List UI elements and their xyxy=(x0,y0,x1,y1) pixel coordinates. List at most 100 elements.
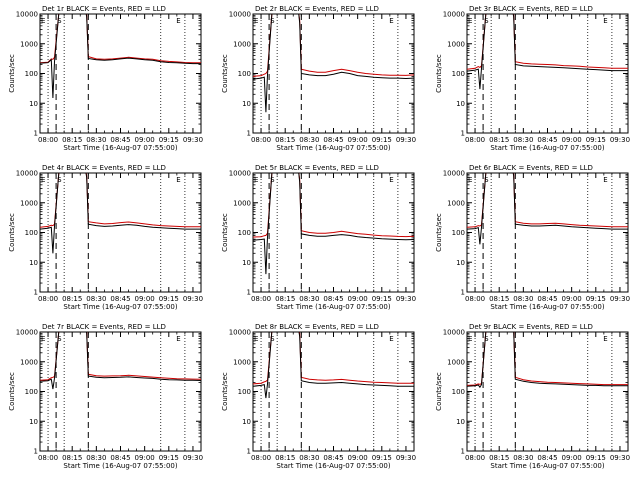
panel-1: Det 1r BLACK = Events, RED = LLD 1 10 100 10… xyxy=(8,5,203,152)
y-tick-label: 100 xyxy=(238,388,251,396)
x-tick-label: 08:00 xyxy=(251,295,271,303)
x-axis-label: Start Time (16-Aug-07 07:55:00) xyxy=(276,303,390,311)
y-axis-label: Counts/sec xyxy=(8,372,16,411)
x-tick-label: 08:45 xyxy=(323,454,343,462)
series-events-line xyxy=(253,14,414,113)
event-marker-e: E xyxy=(603,176,607,184)
event-marker-s: S xyxy=(270,17,275,25)
event-marker-e: E xyxy=(254,335,258,343)
y-tick-label: 1 xyxy=(461,289,465,297)
x-tick-label: 09:15 xyxy=(372,295,392,303)
x-tick-label: 08:00 xyxy=(38,295,58,303)
y-tick-label: 1000 xyxy=(447,358,465,366)
event-marker-e: E xyxy=(254,17,258,25)
x-tick-label: 08:30 xyxy=(86,295,106,303)
x-tick-label: 08:00 xyxy=(38,454,58,462)
event-marker-s: S xyxy=(57,176,62,184)
panel-title: Det 6r BLACK = Events, RED = LLD xyxy=(469,164,593,172)
x-tick-label: 08:30 xyxy=(513,136,533,144)
y-axis-label: Counts/sec xyxy=(435,54,443,93)
y-axis-label: Counts/sec xyxy=(435,372,443,411)
x-tick-label: 09:00 xyxy=(135,295,155,303)
y-tick-label: 100 xyxy=(452,70,465,78)
event-marker-e: E xyxy=(176,176,180,184)
y-axis-label: Counts/sec xyxy=(221,372,229,411)
y-tick-label: 1 xyxy=(247,448,251,456)
x-axis-label: Start Time (16-Aug-07 07:55:00) xyxy=(63,144,177,152)
y-tick-label: 10 xyxy=(29,100,38,108)
x-axis-label: Start Time (16-Aug-07 07:55:00) xyxy=(63,462,177,470)
y-tick-label: 1 xyxy=(34,448,38,456)
plot-frame xyxy=(39,13,202,134)
y-tick-label: 1 xyxy=(34,289,38,297)
y-axis-label: Counts/sec xyxy=(221,54,229,93)
x-tick-label: 09:30 xyxy=(610,454,630,462)
x-tick-label: 08:15 xyxy=(489,454,509,462)
panel-9: Det 9r BLACK = Events, RED = LLD 1 10 100 10… xyxy=(435,323,630,470)
x-tick-label: 08:15 xyxy=(62,136,82,144)
y-tick-label: 10000 xyxy=(229,170,251,178)
y-tick-label: 1000 xyxy=(20,358,38,366)
y-axis-label: Counts/sec xyxy=(8,54,16,93)
x-tick-label: 09:15 xyxy=(586,136,606,144)
event-marker-e: E xyxy=(41,335,45,343)
x-tick-label: 08:30 xyxy=(299,136,319,144)
series-lld-line xyxy=(40,14,201,64)
x-tick-label: 08:15 xyxy=(275,136,295,144)
x-tick-label: 08:30 xyxy=(86,454,106,462)
x-tick-label: 09:00 xyxy=(135,454,155,462)
y-tick-label: 100 xyxy=(25,388,38,396)
x-tick-label: 08:15 xyxy=(489,136,509,144)
y-tick-label: 100 xyxy=(25,229,38,237)
x-tick-label: 09:15 xyxy=(159,136,179,144)
panel-7: Det 7r BLACK = Events, RED = LLD 1 10 100 10… xyxy=(8,323,203,470)
event-marker-s: S xyxy=(270,176,275,184)
y-axis-label: Counts/sec xyxy=(435,213,443,252)
y-tick-label: 1000 xyxy=(233,358,251,366)
y-tick-label: 10000 xyxy=(229,329,251,337)
x-tick-label: 09:00 xyxy=(562,295,582,303)
y-tick-label: 1000 xyxy=(233,199,251,207)
panel-2: Det 2r BLACK = Events, RED = LLD 1 10 100 10… xyxy=(221,5,416,152)
y-tick-label: 10000 xyxy=(443,329,465,337)
series-events-line xyxy=(467,14,628,90)
plot-frame xyxy=(466,172,629,293)
y-tick-label: 1 xyxy=(461,130,465,138)
x-tick-label: 09:15 xyxy=(159,295,179,303)
y-tick-label: 10000 xyxy=(16,329,38,337)
x-tick-label: 08:45 xyxy=(323,136,343,144)
x-tick-label: 09:15 xyxy=(586,295,606,303)
x-tick-label: 09:30 xyxy=(610,136,630,144)
series-lld-line xyxy=(253,173,414,238)
panel-title: Det 2r BLACK = Events, RED = LLD xyxy=(255,5,379,13)
x-tick-label: 08:30 xyxy=(513,454,533,462)
x-tick-label: 08:15 xyxy=(62,454,82,462)
series-events-line xyxy=(253,173,414,275)
y-tick-label: 10000 xyxy=(16,11,38,19)
plot-frame xyxy=(252,331,415,452)
panel-title: Det 9r BLACK = Events, RED = LLD xyxy=(469,323,593,331)
event-marker-e: E xyxy=(468,176,472,184)
event-marker-e: E xyxy=(389,176,393,184)
panel-title: Det 1r BLACK = Events, RED = LLD xyxy=(42,5,166,13)
event-marker-e: E xyxy=(468,17,472,25)
x-axis-label: Start Time (16-Aug-07 07:55:00) xyxy=(490,144,604,152)
y-axis-label: Counts/sec xyxy=(8,213,16,252)
event-marker-e: E xyxy=(389,17,393,25)
plot-frame xyxy=(252,13,415,134)
x-tick-label: 09:30 xyxy=(396,454,416,462)
series-lld-line xyxy=(253,14,414,77)
event-marker-e: E xyxy=(254,176,258,184)
y-tick-label: 10 xyxy=(456,418,465,426)
x-tick-label: 09:00 xyxy=(135,136,155,144)
y-tick-label: 10 xyxy=(242,259,251,267)
series-events-line xyxy=(467,332,628,389)
x-tick-label: 08:15 xyxy=(275,295,295,303)
panel-title: Det 4r BLACK = Events, RED = LLD xyxy=(42,164,166,172)
x-tick-label: 08:45 xyxy=(537,136,557,144)
y-tick-label: 10 xyxy=(242,418,251,426)
y-axis-label: Counts/sec xyxy=(221,213,229,252)
event-marker-e: E xyxy=(389,335,393,343)
plot-frame xyxy=(466,13,629,134)
panel-5: Det 5r BLACK = Events, RED = LLD 1 10 100 10… xyxy=(221,164,416,311)
